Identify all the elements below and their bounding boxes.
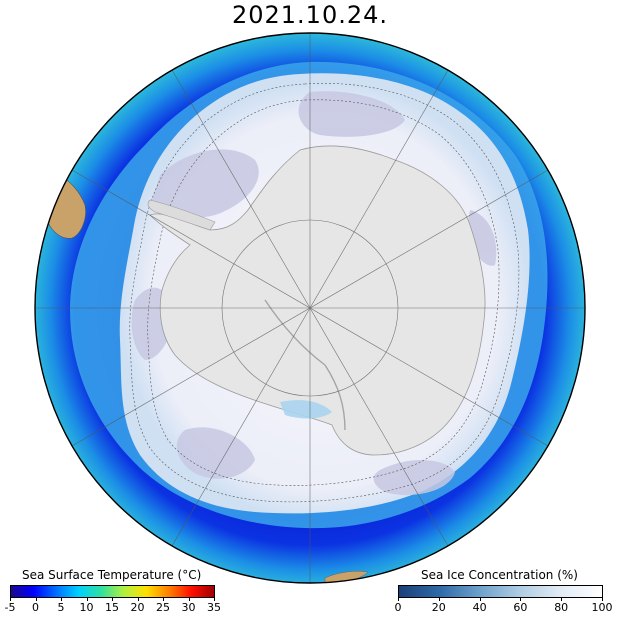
sst-tick-label: 0	[32, 601, 39, 614]
sst-tick-mark	[214, 598, 215, 601]
graticule	[35, 33, 585, 583]
sst-tick-label: 30	[181, 601, 196, 614]
ice-tick-label: 60	[513, 601, 528, 614]
sst-tick-mark	[188, 598, 190, 601]
ice-tick-label: 20	[431, 601, 446, 614]
ice-colorbar-title: Sea Ice Concentration (%)	[421, 568, 578, 582]
sst-tick-label: 5	[57, 601, 65, 614]
ice-tick-mark	[398, 598, 399, 601]
sst-tick-label: 25	[156, 601, 170, 614]
ice-tick-mark	[520, 598, 522, 601]
ice-tick-mark	[438, 598, 440, 601]
sst-tick-label: -5	[4, 601, 16, 614]
ice-colorbar	[398, 585, 603, 598]
sst-tick-label: 35	[207, 601, 221, 614]
sst-tick-mark	[35, 598, 37, 601]
sst-tick-mark	[137, 598, 139, 601]
map-title: 2021.10.24.	[231, 1, 389, 29]
sst-tick-label: 20	[130, 601, 145, 614]
sst-tick-label: 10	[79, 601, 94, 614]
ice-tick-label: 100	[591, 601, 613, 614]
ice-tick-label: 80	[554, 601, 569, 614]
ice-tick-label: 40	[472, 601, 487, 614]
ice-tick-mark	[479, 598, 481, 601]
ice-tick-mark	[561, 598, 563, 601]
sst-colorbar-title: Sea Surface Temperature (°C)	[22, 568, 202, 582]
ice-tick-mark	[602, 598, 603, 601]
sst-tick-mark	[10, 598, 11, 601]
sst-tick-label: 15	[105, 601, 119, 614]
sst-tick-mark	[61, 598, 62, 601]
sst-tick-mark	[163, 598, 164, 601]
ross-ice-shelf	[280, 400, 332, 419]
sst-tick-mark	[112, 598, 113, 601]
map-outline	[34, 32, 586, 584]
sst-colorbar	[10, 585, 215, 598]
sst-tick-mark	[86, 598, 88, 601]
antarctic-peninsula	[147, 199, 216, 231]
ice-tick-label: 0	[394, 601, 402, 614]
mountain-ridge	[264, 299, 346, 431]
